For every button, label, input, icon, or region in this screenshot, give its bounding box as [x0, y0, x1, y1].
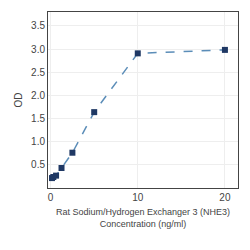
svg-text:Rat Sodium/Hydrogen Exchanger: Rat Sodium/Hydrogen Exchanger 3 (NHE3)Co… — [56, 207, 230, 229]
svg-text:3.5: 3.5 — [31, 20, 45, 31]
svg-text:2.0: 2.0 — [31, 90, 45, 101]
svg-text:10: 10 — [132, 192, 144, 203]
svg-text:1.0: 1.0 — [31, 136, 45, 147]
svg-text:0.5: 0.5 — [31, 159, 45, 170]
svg-text:20: 20 — [219, 192, 231, 203]
svg-text:0: 0 — [48, 192, 54, 203]
svg-text:3.0: 3.0 — [31, 44, 45, 55]
svg-text:OD: OD — [13, 93, 24, 108]
svg-text:2.5: 2.5 — [31, 67, 45, 78]
svg-text:1.5: 1.5 — [31, 113, 45, 124]
